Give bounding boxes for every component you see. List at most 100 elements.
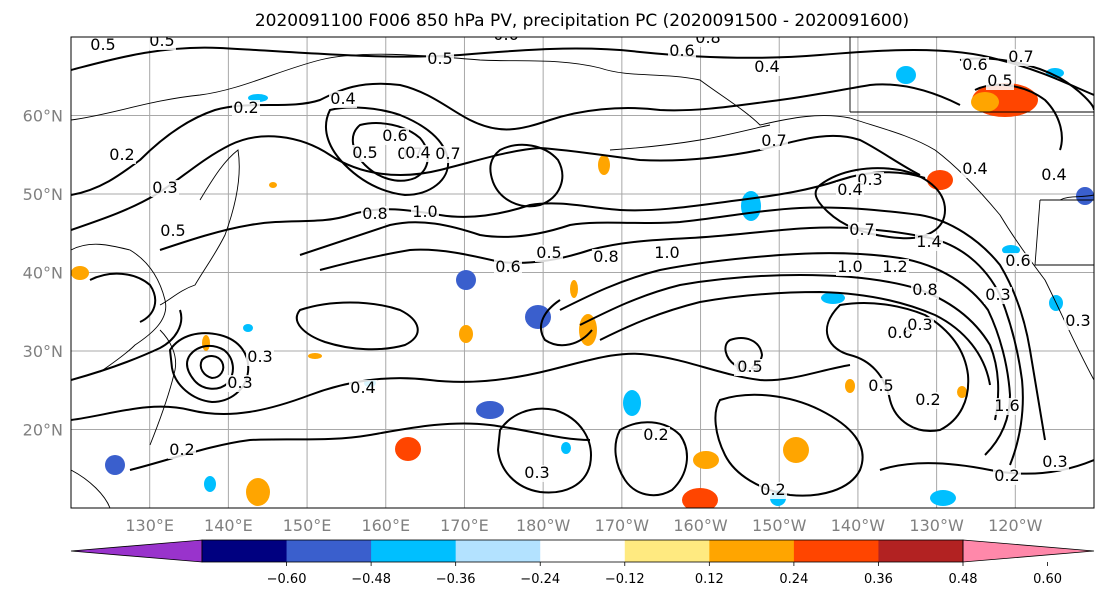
contour-label: 0.4 xyxy=(330,89,355,108)
contour-label-bg xyxy=(89,37,117,54)
contour-label: 1.4 xyxy=(916,232,941,251)
colorbar-segment xyxy=(709,540,795,562)
lon-label: 140°E xyxy=(204,516,253,535)
contour-label-bg xyxy=(246,349,274,366)
contour-labels: 0.50.50.50.60.80.40.60.70.70.60.20.40.50… xyxy=(89,28,1092,499)
contour-label-bg xyxy=(349,380,377,397)
contour-label: 0.4 xyxy=(754,57,779,76)
contour-label: 0.2 xyxy=(994,466,1019,485)
precip-patch xyxy=(395,437,421,461)
contour-label-bg xyxy=(836,182,864,199)
contour-label-bg xyxy=(914,392,942,409)
contour-label-bg xyxy=(915,234,943,251)
contour-label-bg xyxy=(434,146,462,163)
colorbar-tick-label: −0.48 xyxy=(351,572,391,587)
contour-label-bg xyxy=(494,259,522,276)
contour-label-bg xyxy=(351,145,379,162)
contour-label: 0.6 xyxy=(495,257,520,276)
contour-label: 1.6 xyxy=(994,396,1019,415)
contour-label-bg xyxy=(523,465,551,482)
contour-label-bg xyxy=(404,145,432,162)
colorbar-tick-label: −0.24 xyxy=(520,572,560,587)
contour-label: 0.6 xyxy=(669,41,694,60)
contour-label: 0.4 xyxy=(962,159,987,178)
lon-label: 130°W xyxy=(909,516,964,535)
figure-title: 2020091100 F006 850 hPa PV, precipitatio… xyxy=(255,11,909,31)
precip-patch xyxy=(308,353,322,359)
colorbar-tick-label: 0.48 xyxy=(949,572,978,587)
precip-patch xyxy=(476,401,504,419)
contour-label: 0.4 xyxy=(1041,165,1066,184)
precip-patch xyxy=(570,280,578,298)
precip-patch xyxy=(957,386,967,398)
lat-label: 20°N xyxy=(23,421,63,440)
contour-label-bg xyxy=(760,133,788,150)
colorbar-outline xyxy=(201,539,964,563)
contour-label: 0.8 xyxy=(695,28,720,47)
contour-label: 1.2 xyxy=(882,257,907,276)
colorbar-segment xyxy=(286,540,372,562)
contour-label: 0.5 xyxy=(90,35,115,54)
contour-label-bg xyxy=(159,223,187,240)
lon-label: 150°E xyxy=(283,516,332,535)
precip-patch xyxy=(845,379,855,393)
contour-label-bg xyxy=(329,91,357,108)
contour-label-bg xyxy=(642,427,670,444)
contour-label-bg xyxy=(168,442,196,459)
precip-patch xyxy=(105,455,125,475)
contour-label: 0.2 xyxy=(169,440,194,459)
colorbar-extend-low xyxy=(70,539,203,563)
lon-label: 160°E xyxy=(361,516,410,535)
contour-label: 0.3 xyxy=(1042,452,1067,471)
colorbar-segment xyxy=(371,540,457,562)
contour-label: 0.5 xyxy=(536,243,561,262)
latitude-labels: 60°N 50°N 40°N 30°N 20°N xyxy=(23,107,63,440)
contour-label-bg xyxy=(411,204,439,221)
contour-label: 0.5 xyxy=(427,49,452,68)
precip-patch xyxy=(246,478,270,506)
contour-label-bg xyxy=(668,43,696,60)
colorbar-segment xyxy=(455,540,541,562)
contour-label: 0.7 xyxy=(849,220,874,239)
colorbar-segment xyxy=(624,540,710,562)
contour-label-bg xyxy=(426,51,454,68)
contour-label: 0.6 xyxy=(1005,251,1030,270)
precip-patch xyxy=(71,266,89,280)
precip-patch xyxy=(783,437,809,463)
precip-patch xyxy=(971,92,999,112)
contour-label: 0.7 xyxy=(761,131,786,150)
contour-label: 0.3 xyxy=(247,347,272,366)
colorbar-tick-label: 0.24 xyxy=(779,572,808,587)
contour-label-bg xyxy=(232,100,260,117)
lon-label: 180°W xyxy=(516,516,571,535)
precip-patch xyxy=(927,170,953,190)
contour-label: 0.5 xyxy=(737,357,762,376)
contour-label: 0.4 xyxy=(350,378,375,397)
contour-label-bg xyxy=(759,482,787,499)
map-border xyxy=(70,36,1095,509)
precip-patch xyxy=(269,182,277,188)
precip-patch xyxy=(243,324,253,332)
colorbar-tick-label: −0.60 xyxy=(267,572,307,587)
contour-label-bg xyxy=(993,398,1021,415)
contour-label-bg xyxy=(653,245,681,262)
contour-label: 0.6 xyxy=(962,55,987,74)
contour-label: 0.4 xyxy=(405,143,430,162)
contour-label-bg xyxy=(148,37,176,50)
contour-label: 0.8 xyxy=(362,204,387,223)
precip-patch xyxy=(741,191,761,221)
contour-label-bg xyxy=(984,287,1012,304)
precip-patch xyxy=(459,325,473,343)
contour-label-bg xyxy=(848,222,876,239)
contour-label-bg xyxy=(961,161,989,178)
colorbar-tick-label: 0.12 xyxy=(695,572,724,587)
contour-label-bg xyxy=(961,57,989,74)
colorbar-segment xyxy=(793,540,879,562)
contour-label: 0.3 xyxy=(985,285,1010,304)
precip-patch xyxy=(204,476,216,492)
precip-patch xyxy=(1002,245,1020,255)
contour-label-bg xyxy=(361,206,389,223)
contour-label: 1.0 xyxy=(654,243,679,262)
contour-label-bg xyxy=(993,468,1021,485)
